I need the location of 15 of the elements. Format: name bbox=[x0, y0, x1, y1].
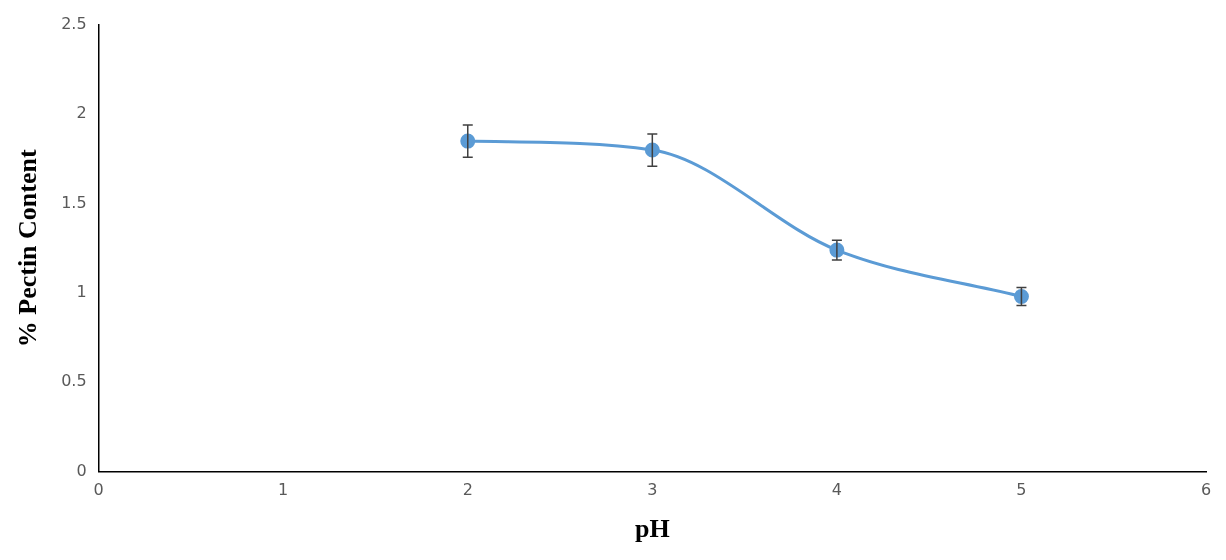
y-tick-label: 0 bbox=[76, 460, 87, 480]
x-tick-label: 4 bbox=[831, 480, 842, 500]
y-axis-title: % Pectin Content bbox=[13, 149, 43, 348]
y-tick-label: 1.5 bbox=[61, 192, 87, 212]
y-tick-label: 0.5 bbox=[61, 371, 87, 391]
y-tick-label: 1 bbox=[76, 282, 87, 302]
x-axis-title: pH bbox=[634, 514, 670, 544]
y-tick-label: 2.5 bbox=[61, 14, 87, 34]
x-tick-label: 2 bbox=[462, 480, 473, 500]
y-tick-label: 2 bbox=[76, 103, 87, 123]
x-tick-label: 3 bbox=[647, 480, 658, 500]
x-tick-label: 0 bbox=[93, 480, 104, 500]
x-tick-label: 6 bbox=[1200, 480, 1212, 500]
x-tick-label: 1 bbox=[278, 480, 289, 500]
x-tick-label: 5 bbox=[1016, 480, 1027, 500]
